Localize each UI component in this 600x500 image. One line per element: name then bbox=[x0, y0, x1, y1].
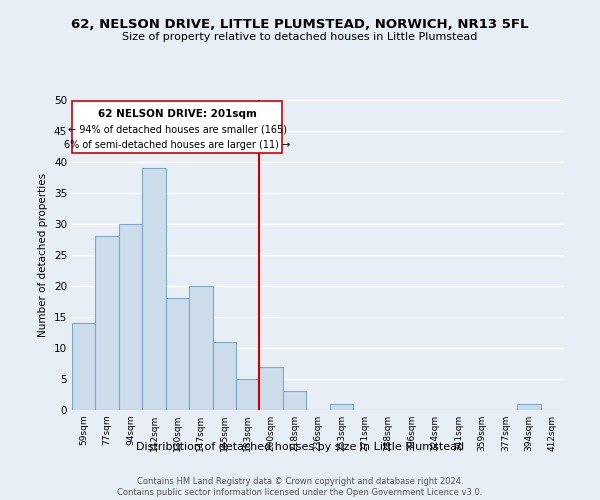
Text: Contains public sector information licensed under the Open Government Licence v3: Contains public sector information licen… bbox=[118, 488, 482, 497]
Bar bbox=[72, 323, 95, 410]
Bar bbox=[95, 236, 119, 410]
Text: ← 94% of detached houses are smaller (165): ← 94% of detached houses are smaller (16… bbox=[68, 125, 287, 135]
Bar bbox=[283, 392, 306, 410]
Text: Size of property relative to detached houses in Little Plumstead: Size of property relative to detached ho… bbox=[122, 32, 478, 42]
Bar bbox=[166, 298, 189, 410]
FancyBboxPatch shape bbox=[73, 101, 281, 152]
Bar bbox=[259, 366, 283, 410]
Text: 6% of semi-detached houses are larger (11) →: 6% of semi-detached houses are larger (1… bbox=[64, 140, 290, 149]
Text: Contains HM Land Registry data © Crown copyright and database right 2024.: Contains HM Land Registry data © Crown c… bbox=[137, 476, 463, 486]
Bar bbox=[330, 404, 353, 410]
Bar bbox=[517, 404, 541, 410]
Text: 62, NELSON DRIVE, LITTLE PLUMSTEAD, NORWICH, NR13 5FL: 62, NELSON DRIVE, LITTLE PLUMSTEAD, NORW… bbox=[71, 18, 529, 30]
Bar bbox=[189, 286, 212, 410]
Bar bbox=[119, 224, 142, 410]
Bar bbox=[212, 342, 236, 410]
Bar bbox=[142, 168, 166, 410]
Text: 62 NELSON DRIVE: 201sqm: 62 NELSON DRIVE: 201sqm bbox=[98, 108, 257, 118]
Bar bbox=[236, 379, 259, 410]
Text: Distribution of detached houses by size in Little Plumstead: Distribution of detached houses by size … bbox=[136, 442, 464, 452]
Y-axis label: Number of detached properties: Number of detached properties bbox=[38, 173, 49, 337]
